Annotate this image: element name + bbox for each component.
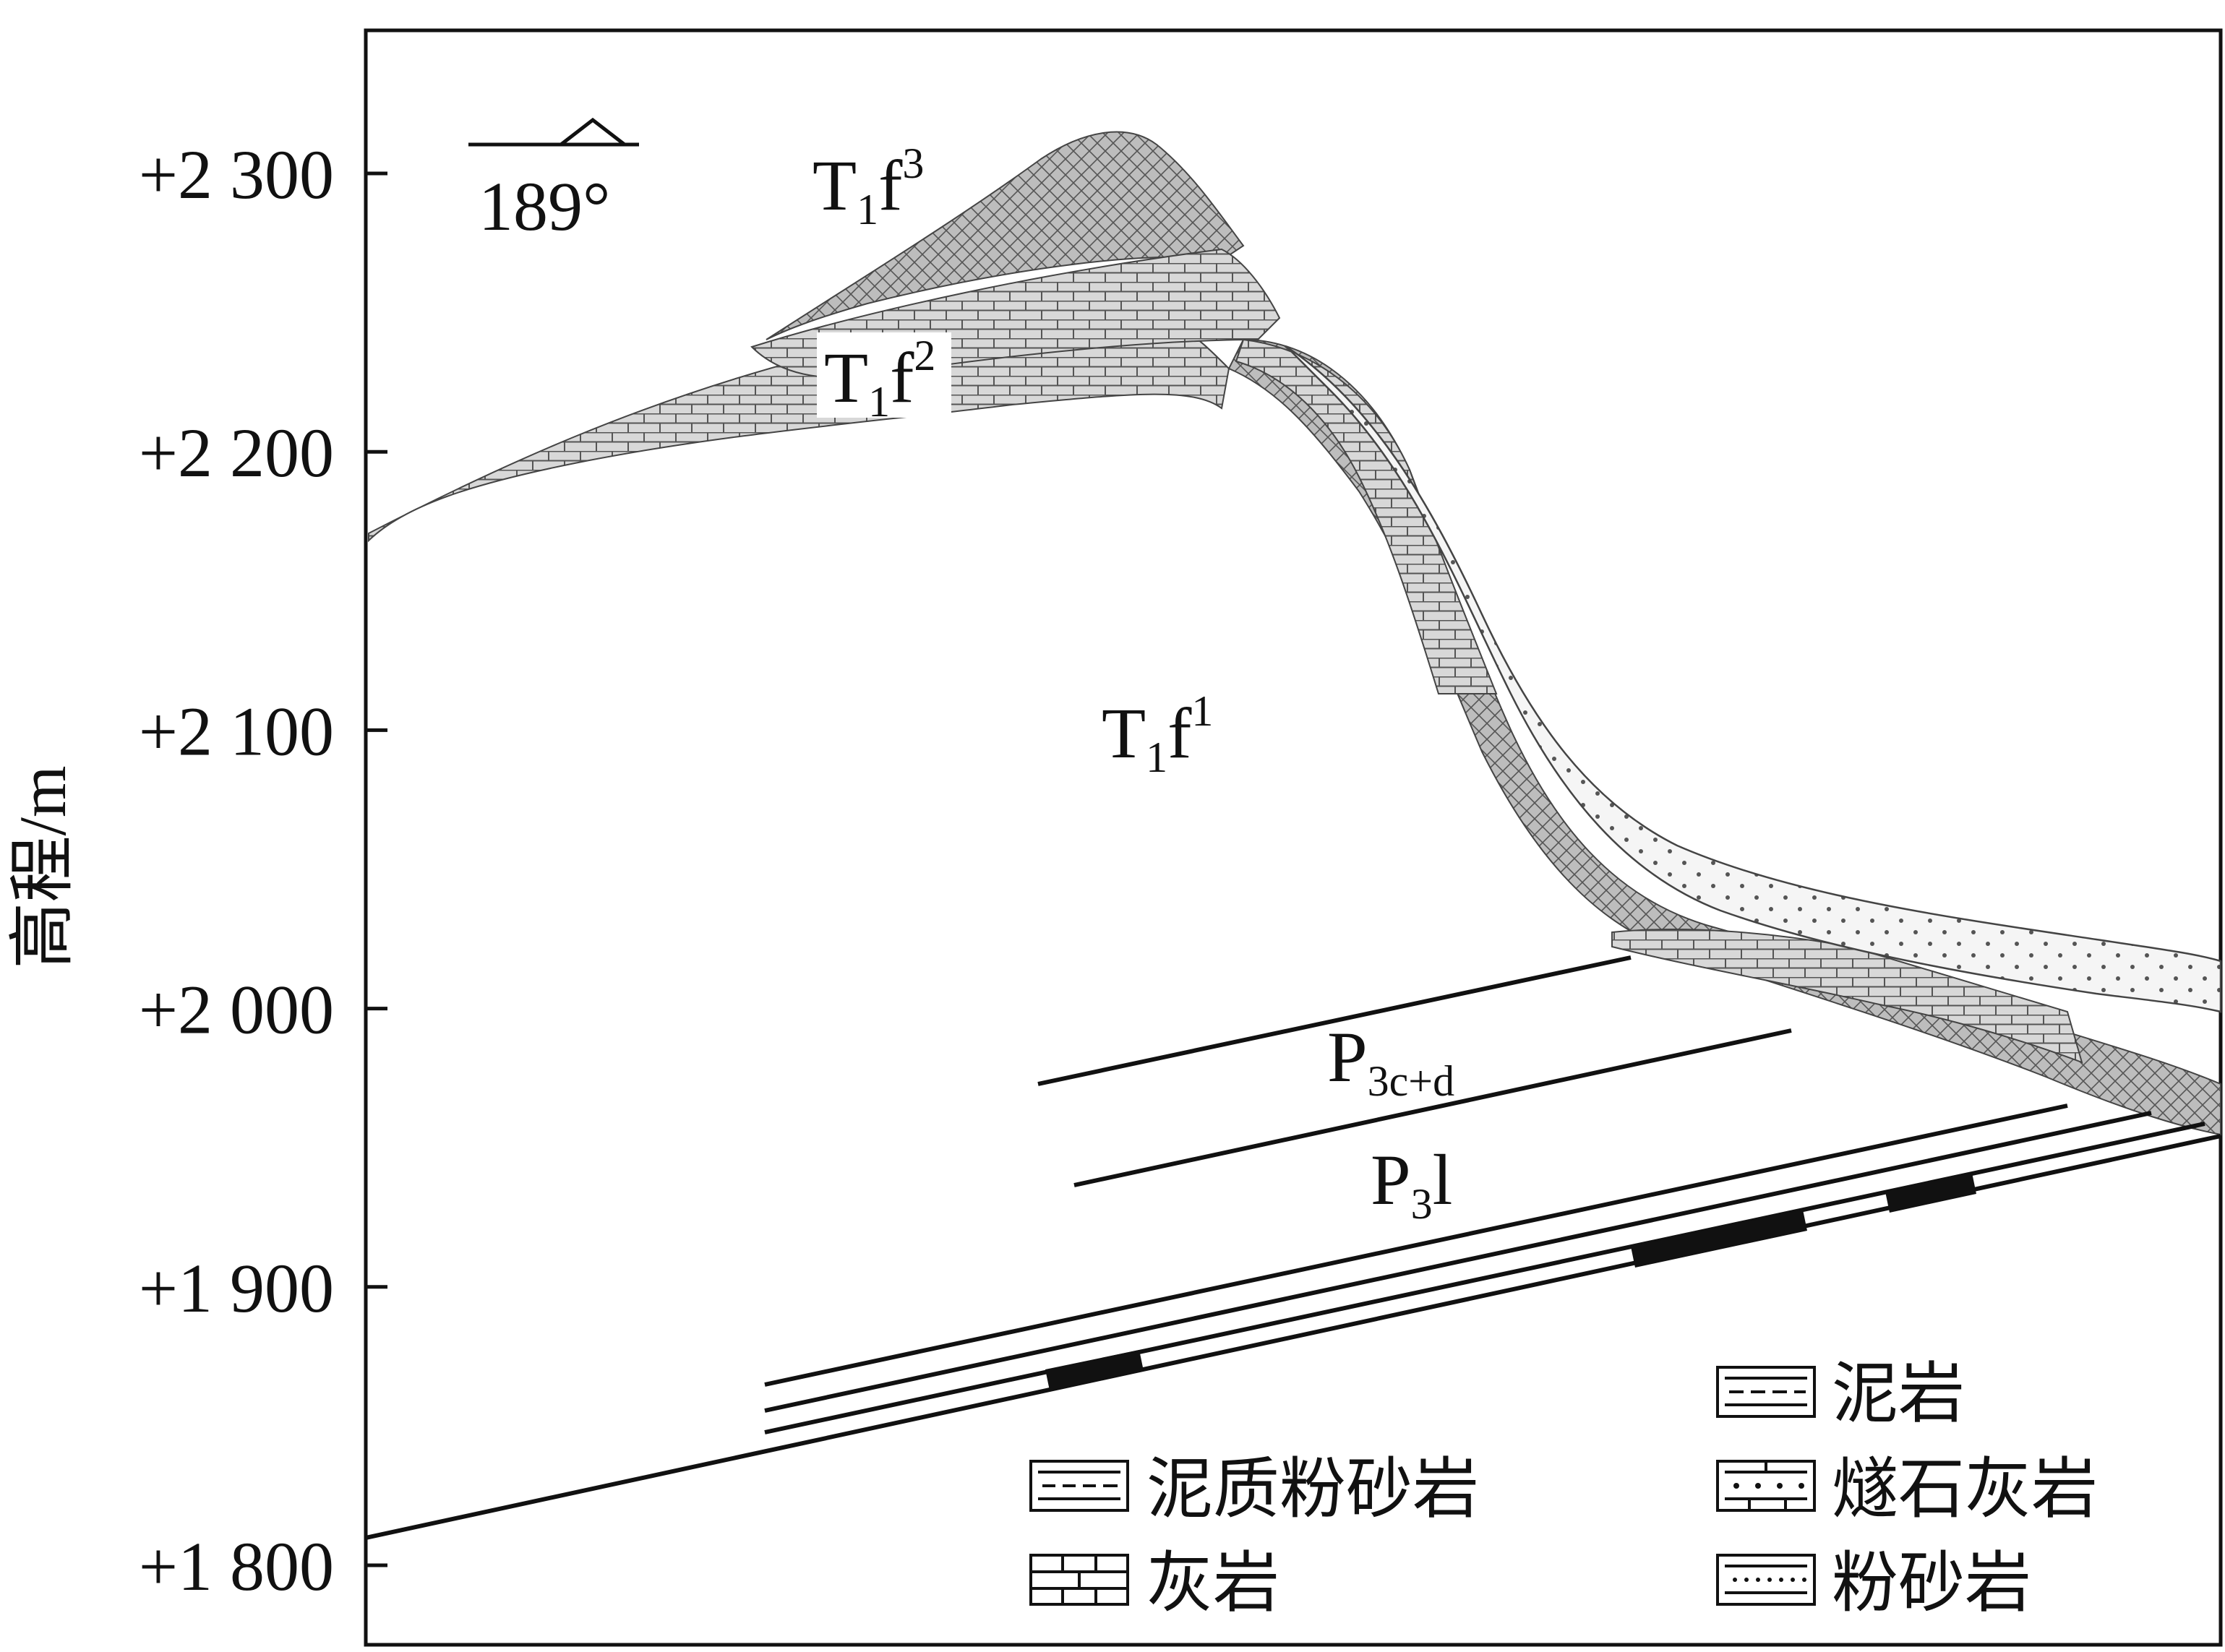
legend-item-limestone: 灰岩	[1029, 1544, 1279, 1622]
y-axis-ticks: +2 300 +2 200 +2 100 +2 000 +1 900 +1 800	[139, 136, 387, 1605]
y-tick-label: +2 100	[139, 692, 334, 770]
label-t1f1: T1f1	[1102, 687, 1213, 781]
t1f1-top-band	[368, 316, 1230, 543]
legend-swatch-siltstone	[1716, 1554, 1816, 1606]
legend-item-chert-limestone: 燧石灰岩	[1716, 1450, 2098, 1528]
legend-label-mudstone: 泥岩	[1832, 1355, 1965, 1432]
label-t1f2: T1f2	[824, 332, 935, 426]
y-tick-label: +2 200	[139, 414, 334, 491]
coal-seam-3	[1885, 1173, 1976, 1213]
bearing-value: 189°	[479, 168, 610, 245]
bed-line-1	[764, 1104, 2068, 1387]
t1f3-crest-band	[766, 131, 1245, 340]
label-p3cd: P3c+d	[1327, 1017, 1454, 1105]
y-tick-label: +1 800	[139, 1528, 334, 1605]
legend-label-chert-limestone: 燧石灰岩	[1832, 1450, 2098, 1528]
legend-item-muddy-siltstone: 泥质粉砂岩	[1029, 1450, 1479, 1528]
coal-seam-1	[1045, 1350, 1144, 1390]
legend-label-muddy-siltstone: 泥质粉砂岩	[1146, 1450, 1479, 1528]
bed-line-2	[764, 1111, 2152, 1413]
legend-item-mudstone: 泥岩	[1716, 1355, 1965, 1432]
label-p3l: P3l	[1371, 1140, 1452, 1228]
label-t1f2-bg	[817, 332, 951, 418]
bearing-marker: 189°	[468, 117, 639, 245]
bed-line-3	[764, 1122, 2205, 1434]
label-t1f3: T1f3	[813, 139, 924, 233]
y-tick-label: +2 000	[139, 971, 334, 1049]
plot-frame	[364, 28, 2223, 1647]
y-axis-title: 高程/m	[6, 765, 80, 968]
y-tick-label: +1 900	[139, 1249, 334, 1327]
legend-label-limestone: 灰岩	[1146, 1544, 1279, 1622]
legend: 泥岩 泥质粉砂岩	[1029, 1355, 2098, 1622]
y-tick-label: +2 300	[139, 136, 334, 213]
siltstone-band	[1286, 345, 2222, 1013]
limb-limestone-band	[1235, 338, 1498, 694]
p3cd-top-line	[1037, 955, 1632, 1086]
bearing-arrow-icon	[560, 117, 626, 146]
legend-item-siltstone: 粉砂岩	[1716, 1544, 2031, 1622]
p3cd-base-line	[1073, 1028, 1792, 1187]
toe-limestone-band	[1611, 929, 2083, 1064]
coal-seam-2	[1631, 1210, 1807, 1268]
legend-label-siltstone: 粉砂岩	[1832, 1544, 2031, 1622]
